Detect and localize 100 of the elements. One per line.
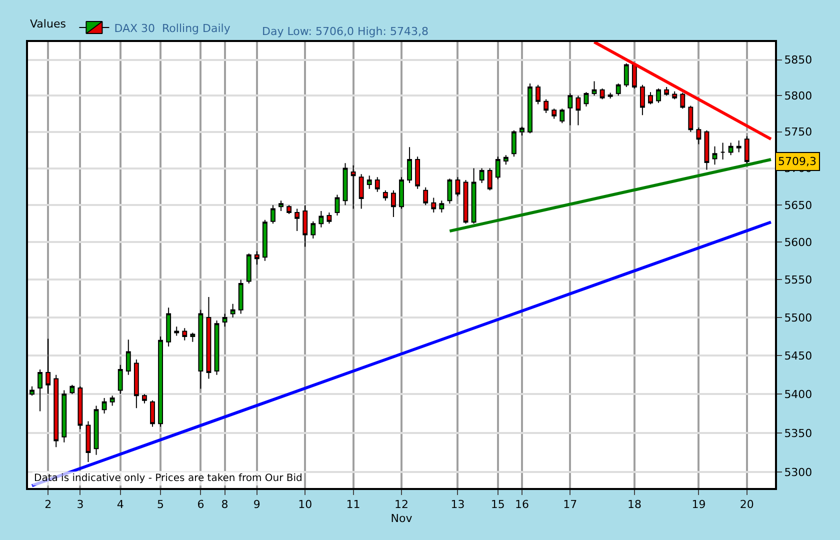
x-axis-title: Nov xyxy=(390,512,413,525)
candlestick xyxy=(560,108,565,124)
candlestick xyxy=(640,84,645,116)
candlestick xyxy=(310,220,316,240)
candlestick xyxy=(720,142,726,160)
x-tick-label: 6 xyxy=(197,498,204,512)
candlestick xyxy=(736,140,742,153)
candlestick xyxy=(174,326,180,336)
candlestick xyxy=(230,303,236,318)
candlestick xyxy=(431,197,436,214)
x-tick-label: 13 xyxy=(450,498,465,512)
candlestick xyxy=(238,279,244,314)
chart-subtitle: Day Low: 5706,0 High: 5743,8 xyxy=(262,25,428,38)
candlestick xyxy=(544,98,549,114)
legend-label: DAX 30 Rolling Daily xyxy=(114,22,231,35)
candlestick xyxy=(568,93,573,126)
candlestick xyxy=(592,80,597,96)
candlestick xyxy=(600,88,605,100)
candlestick xyxy=(479,168,484,184)
candlestick xyxy=(487,168,492,191)
candlestick xyxy=(70,384,75,395)
candlestick xyxy=(126,339,131,376)
candlestick xyxy=(134,358,139,409)
candlestick xyxy=(391,190,396,218)
candlestick xyxy=(318,210,324,228)
candlestick xyxy=(214,320,220,376)
y-tick-label: 5450 xyxy=(784,349,812,362)
candlestick xyxy=(624,62,629,88)
candlestick xyxy=(350,164,356,210)
candlestick xyxy=(447,178,452,204)
candlestick xyxy=(286,204,292,214)
x-tick-label: 20 xyxy=(740,498,754,512)
x-tick-label: 15 xyxy=(490,498,505,512)
candlestick xyxy=(102,398,107,414)
candlestick xyxy=(688,105,694,132)
candlestick xyxy=(94,405,99,456)
candlestick xyxy=(86,420,91,462)
candlestick xyxy=(246,252,252,284)
x-tick-label: 19 xyxy=(692,498,706,512)
candlestick xyxy=(30,386,34,396)
candlestick xyxy=(423,186,428,206)
candlestick xyxy=(374,176,380,192)
x-tick-label: 5 xyxy=(157,498,164,512)
x-tick-label: 17 xyxy=(563,498,578,512)
x-tick-label: 9 xyxy=(253,498,260,512)
candlestick xyxy=(728,142,734,156)
candlestick xyxy=(463,180,468,224)
candlestick xyxy=(262,219,268,262)
candlestick xyxy=(46,338,51,395)
candlestick xyxy=(704,130,710,170)
candlestick xyxy=(672,90,678,100)
candlestick xyxy=(503,154,508,166)
candlestick xyxy=(78,386,83,430)
candlestick xyxy=(471,168,476,224)
candlestick xyxy=(382,190,388,202)
x-tick-label: 18 xyxy=(627,498,642,512)
x-tick-label: 8 xyxy=(221,498,228,512)
candlestick xyxy=(520,126,524,136)
candlestick xyxy=(142,394,147,404)
candlestick xyxy=(190,332,196,342)
candlestick xyxy=(38,368,43,412)
candlestick xyxy=(54,374,59,448)
candlestick xyxy=(206,296,212,380)
candlestick xyxy=(536,84,541,105)
candlestick xyxy=(366,175,372,190)
candlestick xyxy=(664,86,670,96)
candlestick xyxy=(158,336,163,428)
y-tick-label: 5650 xyxy=(784,198,812,212)
y-tick-label: 5350 xyxy=(784,426,812,440)
y-tick-label: 5400 xyxy=(784,388,812,401)
y-tick-label: 5500 xyxy=(784,311,812,324)
candlestick xyxy=(407,146,412,184)
y-tick-label: 5750 xyxy=(784,126,812,139)
candlestick xyxy=(399,176,404,210)
candlestick xyxy=(222,313,228,328)
candlestick xyxy=(166,307,172,347)
candlestick xyxy=(342,162,348,206)
y-tick-label: 5800 xyxy=(784,90,812,103)
candlestick xyxy=(358,174,364,210)
candlestick xyxy=(334,194,340,216)
candlestick xyxy=(528,82,532,134)
x-tick-label: 2 xyxy=(44,498,52,512)
candlestick xyxy=(62,390,67,443)
candlestick xyxy=(608,92,613,100)
candlestick xyxy=(680,92,686,110)
candlestick xyxy=(254,250,260,266)
candlestick xyxy=(270,204,276,224)
candlestick xyxy=(616,82,621,96)
x-tick-label: 12 xyxy=(394,498,408,512)
y-tick-label: 5600 xyxy=(784,236,812,250)
candlestick xyxy=(302,204,308,248)
y-tick-label: 5550 xyxy=(784,274,812,287)
candlestick xyxy=(439,200,444,214)
candlestick xyxy=(696,126,702,145)
candlestick xyxy=(495,156,500,180)
annotation: Data is indicative only - Prices are taken from Our Bid xyxy=(34,473,302,484)
candlestick xyxy=(278,200,284,212)
candlestick xyxy=(182,328,188,341)
candlestick xyxy=(150,400,155,428)
candlestick xyxy=(576,95,581,126)
